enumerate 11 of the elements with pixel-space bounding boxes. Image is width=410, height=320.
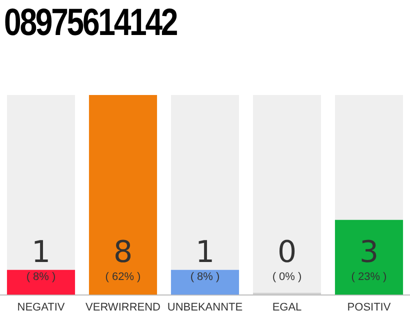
data-label: 0 ( 0% ) — [272, 234, 302, 283]
x-tick-label: NEGATIV — [17, 301, 66, 314]
chart-title: 08975614142 — [4, 1, 177, 46]
data-label: 1 ( 8% ) — [190, 234, 220, 283]
x-tick-label: EGAL — [272, 301, 302, 314]
x-tick-label: UNBEKANNTE — [167, 301, 243, 314]
data-label: 1 ( 8% ) — [26, 234, 56, 283]
data-label: 8 ( 62% ) — [105, 234, 141, 283]
x-tick-label: VERWIRREND — [86, 301, 161, 314]
x-tick-label: POSITIV — [347, 301, 392, 314]
data-label: 3 ( 23% ) — [351, 234, 387, 283]
